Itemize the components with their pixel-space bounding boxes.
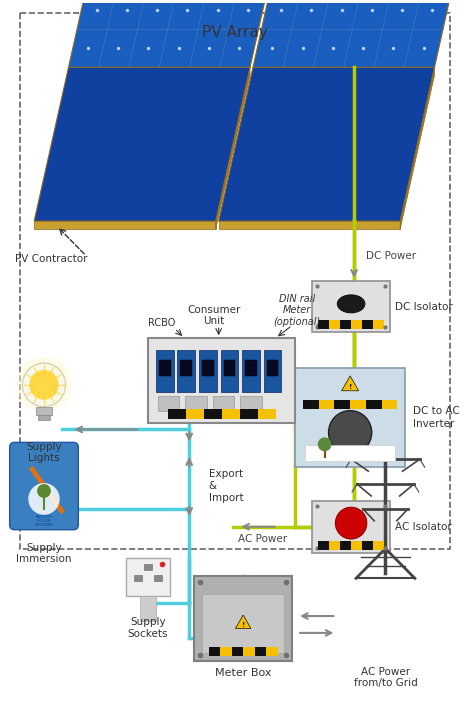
Bar (245, 360, 257, 376)
Bar (159, 360, 171, 376)
Bar (156, 350, 173, 392)
Polygon shape (303, 399, 319, 409)
Bar (144, 565, 152, 571)
Polygon shape (204, 409, 221, 418)
Polygon shape (340, 320, 351, 329)
Text: PV Contractor: PV Contractor (15, 254, 87, 264)
Polygon shape (34, 67, 250, 221)
Ellipse shape (337, 295, 365, 312)
Bar (240, 396, 262, 410)
Polygon shape (362, 320, 374, 329)
Bar (177, 350, 195, 392)
Bar (185, 396, 207, 410)
Bar (213, 396, 234, 410)
Polygon shape (232, 647, 243, 655)
Text: Export
&
Import: Export & Import (209, 468, 244, 503)
Bar (224, 360, 235, 376)
Circle shape (336, 507, 367, 539)
Bar (199, 350, 217, 392)
Polygon shape (34, 221, 216, 229)
Bar (20, 13, 450, 549)
Circle shape (37, 484, 51, 498)
Text: Supply
Sockets: Supply Sockets (128, 617, 168, 639)
Polygon shape (236, 615, 251, 629)
Bar (267, 360, 279, 376)
Bar (158, 396, 179, 410)
Text: DC Isolator: DC Isolator (395, 302, 453, 312)
Text: DC Power: DC Power (366, 251, 416, 261)
Polygon shape (69, 0, 284, 67)
Bar (36, 407, 52, 415)
Polygon shape (168, 409, 186, 418)
Circle shape (29, 370, 59, 399)
Bar (38, 415, 50, 420)
Bar (140, 596, 156, 621)
Text: !: ! (348, 384, 352, 390)
Bar (295, 368, 405, 467)
Bar (194, 576, 292, 660)
Bar (168, 409, 275, 418)
Bar (209, 647, 277, 655)
Circle shape (328, 410, 372, 455)
Bar (305, 445, 395, 461)
Bar (148, 338, 295, 423)
Polygon shape (318, 541, 329, 550)
Polygon shape (255, 647, 266, 655)
Polygon shape (219, 67, 435, 221)
Bar (202, 594, 284, 652)
Text: Meter Box: Meter Box (215, 668, 272, 678)
Bar (318, 541, 384, 550)
Text: PASSIVE
HOUSE
SYSTEMS: PASSIVE HOUSE SYSTEMS (35, 515, 54, 527)
Text: Supply
Immersion: Supply Immersion (16, 543, 72, 564)
Polygon shape (209, 647, 220, 655)
Polygon shape (335, 399, 350, 409)
Polygon shape (239, 409, 257, 418)
Text: Supply
Lights: Supply Lights (26, 442, 62, 463)
Text: AC Power
from/to Grid: AC Power from/to Grid (354, 667, 417, 688)
Text: AC Power: AC Power (238, 534, 287, 544)
Polygon shape (253, 0, 469, 67)
Polygon shape (342, 376, 359, 391)
Circle shape (17, 357, 72, 413)
Bar (127, 558, 170, 596)
Polygon shape (318, 320, 329, 329)
Polygon shape (362, 541, 374, 550)
Text: PV Array: PV Array (202, 25, 268, 40)
Bar (312, 501, 391, 552)
Bar (312, 281, 391, 332)
Text: DC to AC
Inverter: DC to AC Inverter (413, 407, 460, 428)
Text: Consumer
Unit: Consumer Unit (187, 304, 240, 326)
Circle shape (22, 363, 65, 407)
Bar (303, 399, 397, 409)
FancyBboxPatch shape (9, 442, 78, 530)
Text: DIN rail
Meter
(optional): DIN rail Meter (optional) (273, 294, 321, 327)
Circle shape (28, 483, 60, 515)
Polygon shape (219, 221, 400, 229)
Polygon shape (216, 67, 250, 229)
Polygon shape (366, 399, 382, 409)
Text: RCBO: RCBO (148, 318, 175, 328)
Text: !: ! (242, 622, 245, 629)
Circle shape (318, 437, 331, 452)
Text: AC Isolator: AC Isolator (395, 522, 452, 531)
Bar (318, 320, 384, 329)
Bar (220, 350, 238, 392)
Polygon shape (400, 67, 435, 229)
Bar (202, 360, 214, 376)
Bar (154, 576, 162, 581)
Polygon shape (340, 541, 351, 550)
Bar (242, 350, 260, 392)
Bar (181, 360, 192, 376)
Bar (134, 576, 142, 581)
Bar (264, 350, 282, 392)
